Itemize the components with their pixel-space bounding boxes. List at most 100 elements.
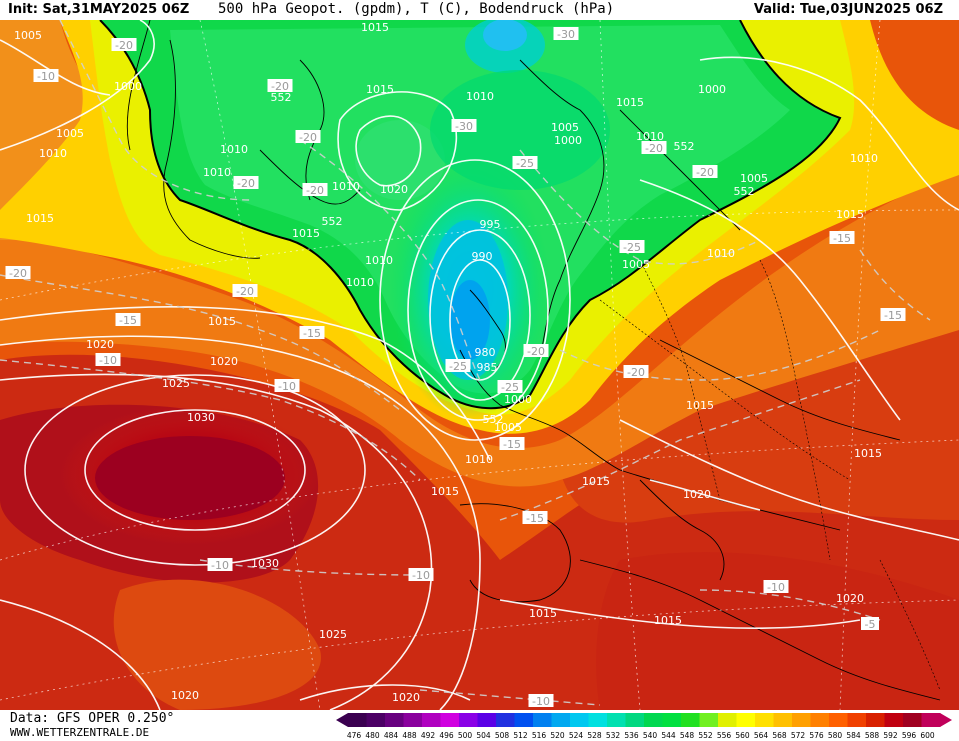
- isotherm-label-bg: [861, 617, 879, 630]
- isotherm-label: -15: [299, 326, 325, 340]
- isobar-label-text: 1010: [636, 130, 664, 143]
- isobar-label-text: 1010: [39, 147, 67, 160]
- isobar-label: 1020: [392, 691, 420, 704]
- isotherm-label-bg: [233, 176, 259, 189]
- isotherm-label: -10: [408, 568, 434, 582]
- isotherm-label: -25: [445, 359, 471, 373]
- isotherm-label: -5: [861, 617, 879, 631]
- isotherm-label-text: -20: [115, 39, 133, 52]
- isotherm-label: -20: [5, 266, 31, 280]
- isobar-label: 1015: [686, 399, 714, 412]
- isotherm-label-text: -15: [303, 327, 321, 340]
- isobar-label: 1010: [203, 166, 231, 179]
- geopotential-label-text: 552: [734, 185, 755, 198]
- isotherm-label-text: -30: [557, 28, 575, 41]
- isotherm-label: -20: [233, 176, 259, 190]
- isotherm-label: -25: [619, 240, 645, 254]
- init-time: Init: Sat,31MAY2025 06Z: [8, 2, 190, 17]
- isotherm-label-bg: [207, 558, 233, 571]
- isotherm-label: -10: [528, 694, 554, 708]
- isotherm-label-bg: [829, 231, 855, 244]
- isobar-label: 1015: [582, 475, 610, 488]
- isotherm-label: -25: [512, 156, 538, 170]
- isobar-label: 1010: [850, 152, 878, 165]
- colorbar-swatch: [366, 713, 386, 727]
- isotherm-label: -20: [692, 165, 718, 179]
- colorbar-swatch: [477, 713, 497, 727]
- isotherm-label-bg: [880, 308, 906, 321]
- isobar-label-text: 1010: [365, 254, 393, 267]
- colorbar-tick-label: 552: [698, 731, 713, 740]
- isotherm-label-text: -20: [237, 177, 255, 190]
- isobar-label-text: 1015: [208, 315, 236, 328]
- isotherm-label-bg: [763, 580, 789, 593]
- isotherm-label-text: -15: [884, 309, 902, 322]
- isobar-label: 1000: [554, 134, 582, 147]
- isotherm-label: -15: [880, 308, 906, 322]
- colorbar-tick-label: 528: [587, 731, 602, 740]
- isobar-label: 1010: [465, 453, 493, 466]
- isobar-label-text: 1000: [114, 80, 142, 93]
- isobar-label: 1030: [187, 411, 215, 424]
- isotherm-label: -10: [95, 353, 121, 367]
- isobar-label: 1020: [836, 592, 864, 605]
- colorbar-tick-label: 512: [513, 731, 528, 740]
- isotherm-label: -20: [111, 38, 137, 52]
- website-credit: WWW.WETTERZENTRALE.DE: [10, 726, 150, 739]
- geopotential-label: 552: [674, 140, 695, 153]
- isotherm-label-bg: [302, 183, 328, 196]
- isobar-label: 1015: [366, 83, 394, 96]
- colorbar-tick-label: 596: [902, 731, 917, 740]
- colorbar-swatch: [847, 713, 867, 727]
- map-title: 500 hPa Geopot. (gpdm), T (C), Bodendruc…: [218, 1, 615, 17]
- isobar-label: 1015: [654, 614, 682, 627]
- map-header: Init: Sat,31MAY2025 06Z 500 hPa Geopot. …: [0, 0, 959, 20]
- colorbar-swatch: [440, 713, 460, 727]
- isotherm-label: -25: [497, 380, 523, 394]
- colorbar-swatch: [607, 713, 626, 727]
- isobar-label: 1025: [319, 628, 347, 641]
- colorbar-tick-label: 492: [421, 731, 436, 740]
- isobar-label-text: 1010: [220, 143, 248, 156]
- colorbar-swatch: [514, 713, 534, 727]
- colorbar-swatch: [921, 713, 941, 727]
- isobar-label-text: 1020: [171, 689, 199, 702]
- isotherm-label-text: -25: [623, 241, 641, 254]
- isotherm-label: -20: [232, 284, 258, 298]
- isotherm-label: -20: [302, 183, 328, 197]
- isobar-label: 1010: [332, 180, 360, 193]
- isotherm-label-text: -15: [119, 314, 137, 327]
- colorbar-tick-label: 548: [680, 731, 695, 740]
- isotherm-label-bg: [95, 353, 121, 366]
- isobar-label-text: 1020: [683, 488, 711, 501]
- isotherm-label-text: -20: [527, 345, 545, 358]
- geopotential-band-584-southeast: [596, 552, 959, 710]
- isobar-label-text: 1005: [56, 127, 84, 140]
- colorbar-tick-label: 576: [809, 731, 824, 740]
- isobar-label: 1015: [208, 315, 236, 328]
- colorbar-swatch: [736, 713, 756, 727]
- isotherm-label-text: -10: [767, 581, 785, 594]
- colorbar-tick-label: 524: [569, 731, 584, 740]
- isobar-label-text: 995: [480, 218, 501, 231]
- isotherm-label-bg: [111, 38, 137, 51]
- isobar-label-text: 1010: [465, 453, 493, 466]
- colorbar-tick-label: 476: [347, 731, 362, 740]
- isotherm-label-bg: [295, 130, 321, 143]
- colorbar-swatch: [829, 713, 848, 727]
- isobar-label: 1015: [431, 485, 459, 498]
- isobar-label-text: 1015: [686, 399, 714, 412]
- isobar-label-text: 1015: [26, 212, 54, 225]
- geopotential-band-544-greenland: [355, 120, 445, 200]
- geopotential-label: 552: [483, 413, 504, 426]
- colorbar-swatch: [459, 713, 478, 727]
- isotherm-label-text: -20: [299, 131, 317, 144]
- isobar-label: 1020: [683, 488, 711, 501]
- isotherm-label-text: -25: [516, 157, 534, 170]
- temperature-labels: -20 -30 -10 -20 -30 -20 -20 -25 -20 -20 -20 -15 -25 -…: [5, 27, 906, 708]
- isobar-label-text: 1010: [466, 90, 494, 103]
- isobar-label-text: 1015: [836, 208, 864, 221]
- isobar-label: 1005: [56, 127, 84, 140]
- colorbar-max-arrow: [940, 713, 952, 727]
